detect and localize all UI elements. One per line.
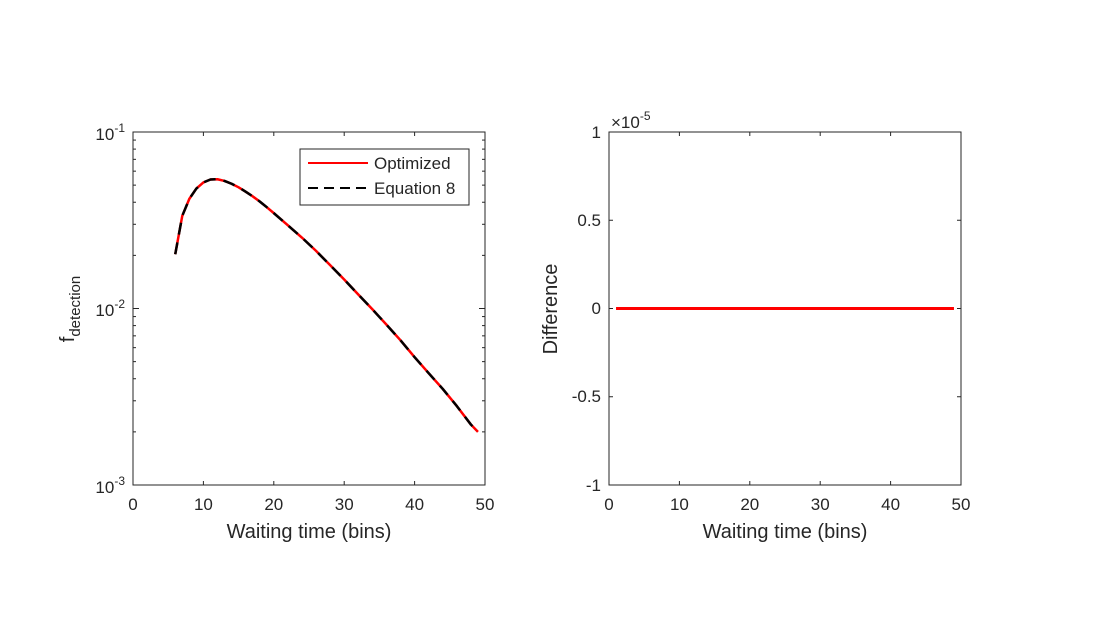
right-y-tick-label: -0.5: [572, 387, 601, 406]
right-y-tick-label: 0: [592, 299, 601, 318]
left-x-axis-title: Waiting time (bins): [227, 521, 392, 543]
left-y-tick-label: 10-2: [95, 297, 125, 320]
right-x-tick-label: 30: [811, 495, 830, 514]
left-y-minor-ticks: [133, 139, 485, 433]
left-x-tick-label: 40: [405, 495, 424, 514]
left-x-tick-label: 10: [194, 495, 213, 514]
left-y-tick-label: 10-3: [95, 474, 125, 497]
left-x-tick-label: 20: [264, 495, 283, 514]
right-y-tick-label: -1: [586, 476, 601, 495]
right-x-tick-label: 50: [952, 495, 971, 514]
right-y-axis-title: Difference: [540, 264, 562, 355]
right-y-tick-label: 0.5: [577, 211, 601, 230]
right-x-tick-label: 20: [740, 495, 759, 514]
legend-box: [299, 148, 470, 206]
left-axis-ticks: [132, 131, 486, 486]
left-x-tick-label: 50: [476, 495, 495, 514]
left-x-tick-label: 0: [128, 495, 137, 514]
right-plot-panel: 0 10 20 30 40 50 1 0.5 0 -0.5 -1 ×10-5 W…: [540, 109, 970, 543]
right-x-tick-label: 0: [604, 495, 613, 514]
right-y-tick-label: 1: [592, 123, 601, 142]
left-x-tick-label: 30: [335, 495, 354, 514]
equation-8-line: [174, 177, 479, 433]
legend-label-optimized: Optimized: [374, 154, 451, 173]
left-plot-panel: 0 10 20 30 40 50 10-1 10-2 10-3 Waiting …: [57, 121, 494, 543]
right-y-exponent-label: ×10-5: [611, 109, 651, 132]
legend-label-equation-8: Equation 8: [374, 179, 455, 198]
left-y-tick-label: 10-1: [95, 121, 125, 144]
right-x-tick-label: 40: [881, 495, 900, 514]
left-y-axis-title: fdetection: [57, 276, 84, 342]
right-x-tick-label: 10: [670, 495, 689, 514]
right-axis-ticks: [608, 131, 962, 486]
legend: Optimized Equation 8: [299, 148, 470, 206]
right-x-axis-title: Waiting time (bins): [703, 521, 868, 543]
left-series-group: [174, 177, 479, 433]
